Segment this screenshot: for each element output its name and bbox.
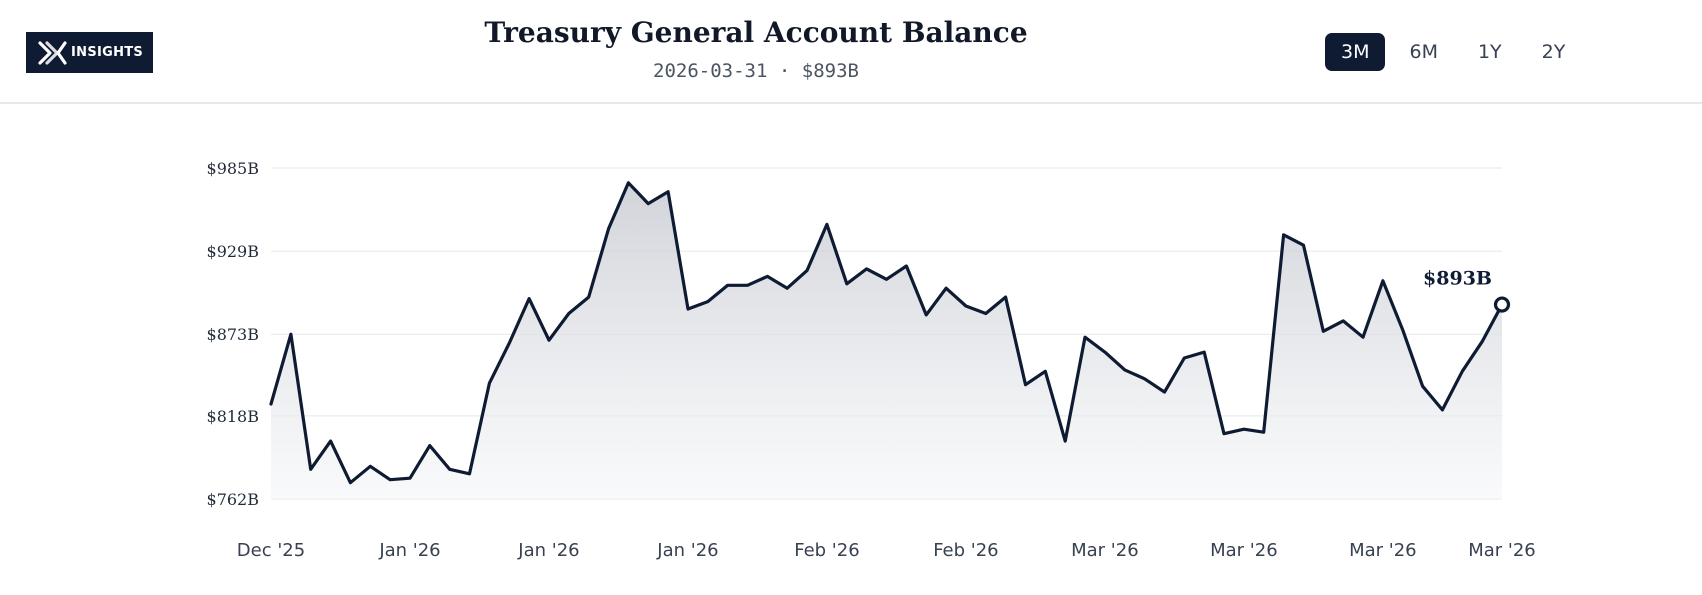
x-axis-ticks: Dec '25 Jan '26 Jan '26 Jan '26 Feb '26 Feb '… [237,540,1536,561]
range-button-6m[interactable]: 6M [1409,41,1438,63]
end-marker-layer: $893B [1423,268,1511,313]
page-title: Treasury General Account Balance [484,16,1028,49]
end-point-marker[interactable] [1493,296,1511,313]
y-tick-label: $818B [207,407,259,426]
range-selector: 3M 6M 1Y 2Y [1325,33,1581,71]
logo-mark-icon [38,40,67,65]
area-fill-layer [271,182,1502,500]
x-tick-label: Jan '26 [517,540,579,561]
x-tick-label: Mar '26 [1071,540,1139,561]
x-tick-label: Feb '26 [794,540,859,561]
logo-text: INSIGHTS [71,45,144,60]
balance-area-chart: $762B $818B $873B $929B $985B Dec '25 Jan '26… [207,159,1536,561]
x-tick-label: Jan '26 [378,540,440,561]
range-button-2y[interactable]: 2Y [1541,41,1566,63]
x-tick-label: Feb '26 [933,540,998,561]
page-subtitle: 2026-03-31 · $893B [653,60,859,82]
series-line [269,181,1504,485]
y-tick-label: $873B [207,325,259,344]
y-axis-ticks: $762B $818B $873B $929B $985B [207,159,259,509]
header-bar: INSIGHTS Treasury General Account Balanc… [0,0,1702,104]
range-button-1y[interactable]: 1Y [1477,41,1502,63]
x-tick-label: Mar '26 [1349,540,1417,561]
range-button-3m[interactable]: 3M [1325,33,1386,71]
end-value-label: $893B [1423,268,1492,290]
chart-container: $762B $818B $873B $929B $985B Dec '25 Jan '26… [0,110,1702,595]
y-tick-label: $985B [207,159,259,178]
y-tick-label: $929B [207,242,259,261]
line-layer [269,181,1504,485]
x-tick-label: Mar '26 [1210,540,1278,561]
area-fill [271,182,1502,500]
x-tick-label: Mar '26 [1468,540,1536,561]
x-tick-label: Jan '26 [656,540,718,561]
x-tick-label: Dec '25 [237,540,305,561]
logo[interactable]: INSIGHTS [26,32,153,73]
y-tick-label: $762B [207,490,259,509]
